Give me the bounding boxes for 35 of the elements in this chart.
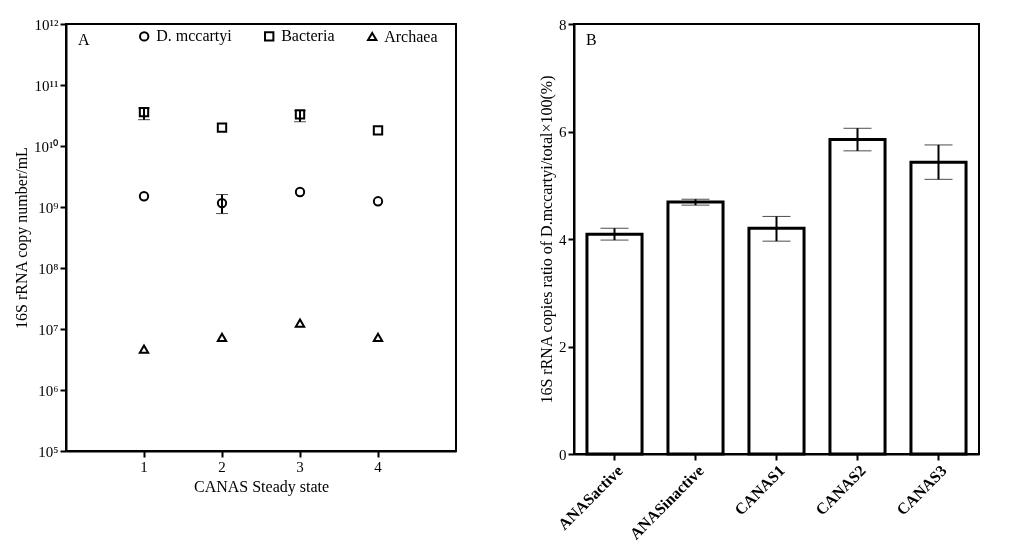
- x-tick-label: 4: [374, 458, 383, 475]
- legend-label: Bacteria: [281, 27, 335, 45]
- y-tick-label: 10¹²: [34, 16, 59, 33]
- y-tick-label: 2: [559, 339, 567, 355]
- point: [216, 122, 228, 133]
- y-tick-label: 10⁷: [38, 321, 59, 338]
- legend-label: D. mccartyi: [156, 27, 233, 46]
- y-axis-title: 16S rRNA copy number/mL: [13, 147, 31, 329]
- annotation: A: [78, 31, 90, 48]
- y-tick-label: 10⁸: [38, 260, 59, 277]
- point: [372, 125, 384, 136]
- y-axis-title: 16S rRNA copies ratio of D.mccartyi/total×100(%): [538, 75, 556, 404]
- point: [216, 332, 228, 342]
- point: [138, 191, 150, 202]
- legend-label: Archaea: [384, 27, 438, 45]
- y-tick-label: 10¹⁰: [34, 138, 59, 155]
- y-tick-label: 6: [559, 124, 567, 140]
- x-tick-label: 1: [140, 458, 148, 475]
- x-axis-title: CANAS Steady state: [193, 477, 330, 496]
- y-tick-label: 4: [559, 231, 567, 248]
- annotation: B: [586, 31, 597, 48]
- point: [294, 318, 306, 328]
- point: [138, 344, 150, 354]
- x-tick-label: 3: [296, 458, 304, 475]
- point: [372, 196, 384, 207]
- point: [216, 197, 228, 209]
- y-tick-label: 8: [559, 16, 567, 33]
- y-tick-label: 10⁵: [38, 443, 59, 460]
- y-tick-label: 10¹¹: [34, 77, 59, 94]
- y-tick-label: 10⁹: [38, 199, 59, 216]
- y-tick-label: 10⁶: [38, 382, 59, 399]
- x-tick-label: 2: [218, 458, 226, 475]
- point: [372, 332, 384, 342]
- y-tick-label: 0: [559, 446, 567, 463]
- point: [294, 186, 306, 198]
